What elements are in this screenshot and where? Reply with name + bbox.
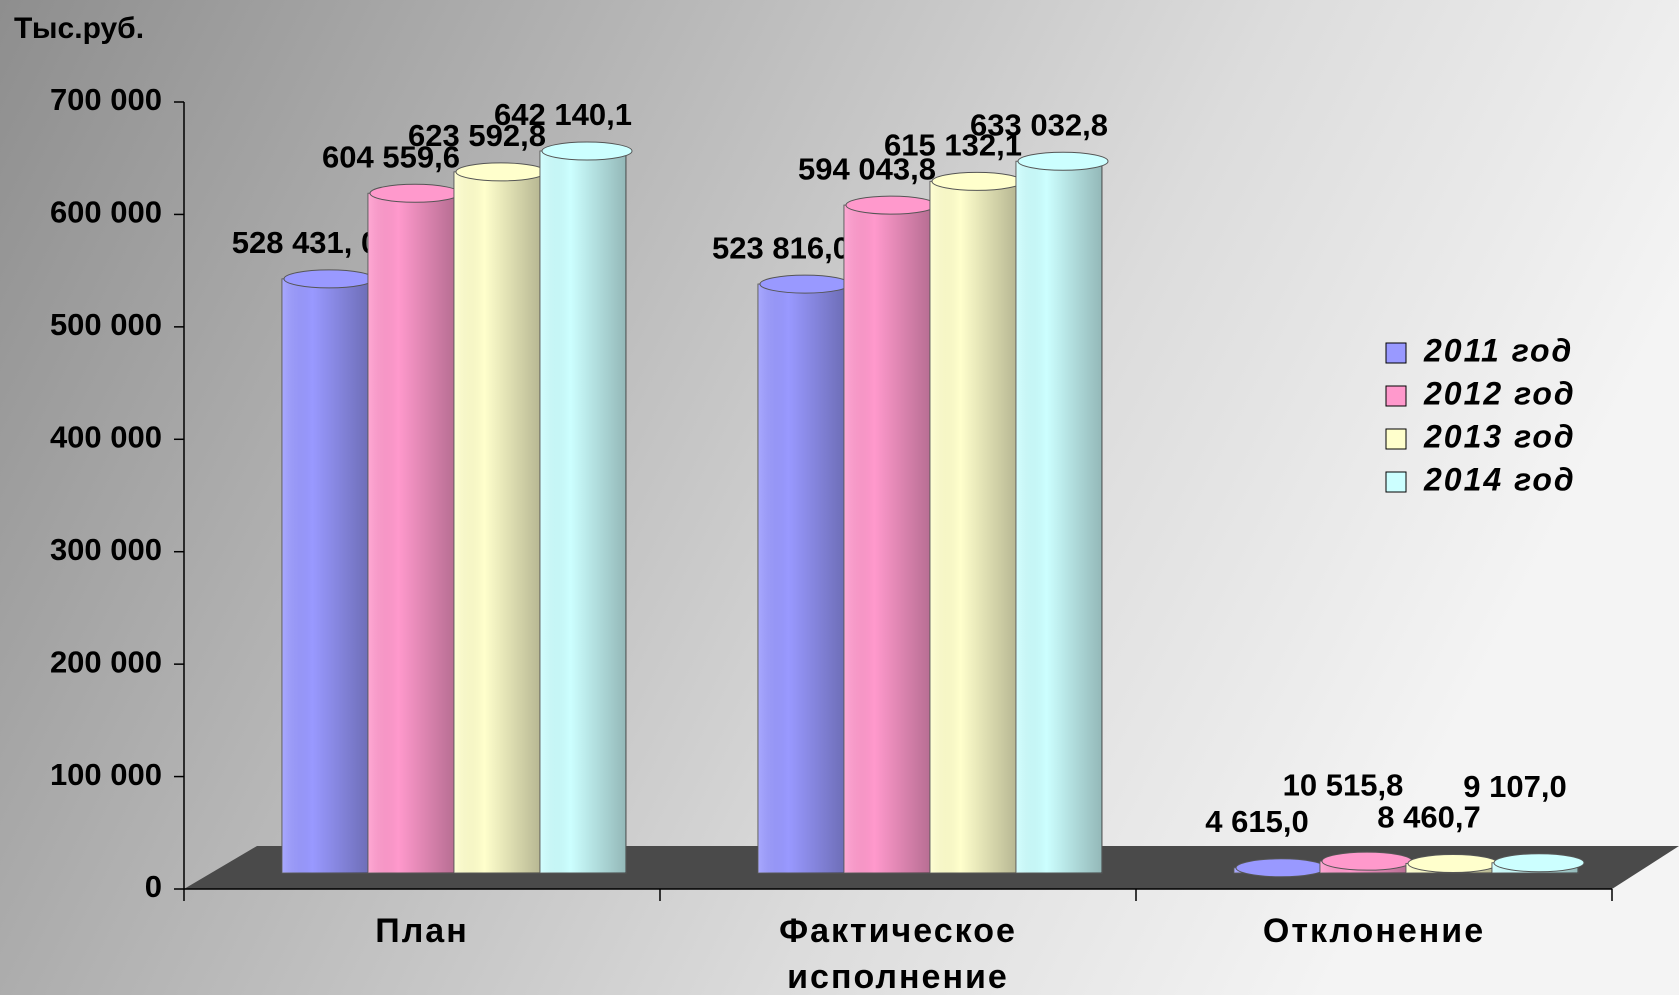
y-axis-label: Тыс.руб. <box>14 12 144 45</box>
bar-shade <box>282 278 368 873</box>
value-label: 642 140,1 <box>494 97 632 132</box>
value-label: 4 615,0 <box>1205 804 1308 839</box>
legend-label: 2011 год <box>1423 332 1573 368</box>
bar-top <box>283 269 375 289</box>
bar-top <box>1407 853 1499 873</box>
bar-top <box>541 141 633 161</box>
y-tick-label: 300 000 <box>50 532 162 567</box>
y-tick-label: 400 000 <box>50 419 162 454</box>
legend-swatch <box>1385 471 1407 493</box>
bar-shade <box>844 205 930 873</box>
bar-top <box>1017 151 1109 171</box>
bar-shade <box>930 181 1016 873</box>
y-tick-label: 600 000 <box>50 195 162 230</box>
bar-top <box>455 162 547 182</box>
y-tick-label: 700 000 <box>50 82 162 117</box>
value-label: 8 460,7 <box>1377 800 1480 835</box>
bar-top <box>759 274 851 294</box>
x-tick-label: Отклонение <box>1262 912 1486 950</box>
bar-shade <box>758 284 844 873</box>
bar-top <box>845 195 937 215</box>
value-label: 9 107,0 <box>1463 769 1566 804</box>
value-label: 604 559,6 <box>322 139 460 174</box>
x-tick-label: План <box>375 912 469 950</box>
legend-label: 2012 год <box>1423 375 1576 411</box>
bar-top <box>931 171 1023 191</box>
bar-top <box>1235 858 1327 878</box>
value-label: 615 132,1 <box>884 128 1022 163</box>
y-tick-label: 100 000 <box>50 757 162 792</box>
legend-swatch <box>1385 385 1407 407</box>
value-label: 528 431, 0 <box>232 225 379 260</box>
value-label: 10 515,8 <box>1283 767 1404 802</box>
value-label: 594 043,8 <box>798 151 936 186</box>
y-tick-label: 500 000 <box>50 307 162 342</box>
legend-swatch <box>1385 342 1407 364</box>
legend-swatch <box>1385 428 1407 450</box>
bar-shade <box>368 193 454 874</box>
value-label: 623 592,8 <box>408 118 546 153</box>
legend-label: 2014 год <box>1423 461 1576 497</box>
bar-shade <box>454 171 540 874</box>
bar-top <box>1493 853 1585 873</box>
y-tick-label: 200 000 <box>50 644 162 679</box>
value-label: 633 032,8 <box>970 107 1108 142</box>
bar-top <box>1321 851 1413 871</box>
bar-shade <box>540 151 626 874</box>
bar-top <box>369 183 461 203</box>
x-tick-label: Фактическое исполнение <box>779 912 1017 995</box>
value-label: 523 816,0 <box>712 230 850 265</box>
bar-shade <box>1016 161 1102 873</box>
legend-label: 2013 год <box>1423 418 1576 454</box>
y-tick-label: 0 <box>145 869 162 904</box>
